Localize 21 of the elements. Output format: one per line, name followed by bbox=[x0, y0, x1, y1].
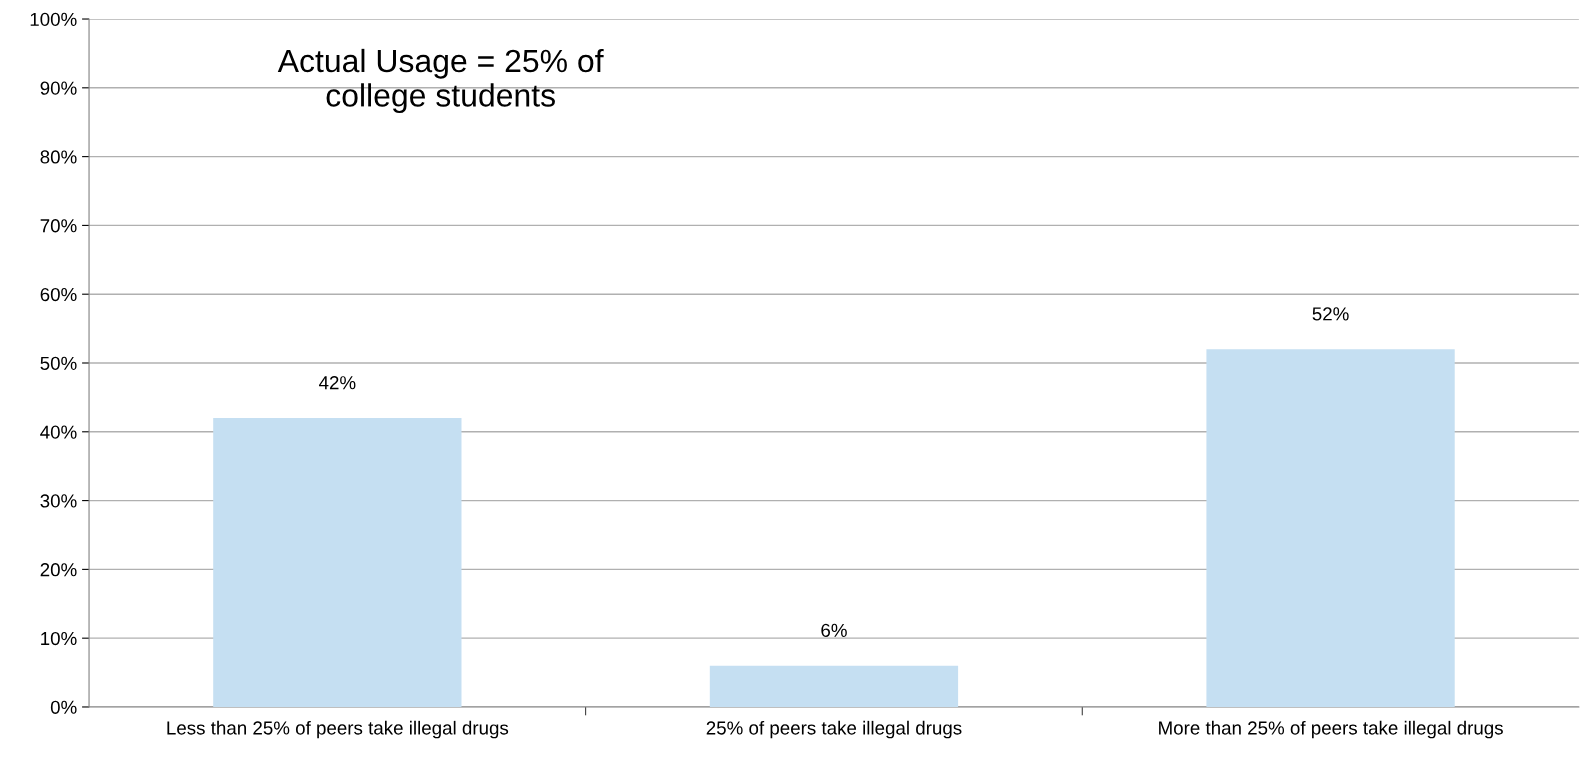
y-tick-label: 100% bbox=[30, 12, 77, 26]
annotation: Actual Usage = 25% of college students bbox=[277, 48, 604, 114]
x-tick-label: Less than 25% of peers take illegal drugs bbox=[167, 720, 509, 739]
y-tick-label: 10% bbox=[41, 631, 77, 646]
y-tick-label: 40% bbox=[40, 425, 77, 439]
bar bbox=[1206, 349, 1455, 707]
y-tick-label: 80% bbox=[40, 150, 77, 164]
x-tick-label: 25% of peers take illegal drugs bbox=[706, 720, 962, 739]
y-tick-label: 50% bbox=[40, 356, 77, 370]
y-tick-label: 20% bbox=[40, 563, 77, 577]
data-label: 6% bbox=[821, 623, 847, 637]
y-tick-label: 30% bbox=[40, 494, 77, 508]
data-label: 42% bbox=[319, 376, 356, 390]
bar bbox=[709, 665, 959, 707]
bar bbox=[213, 418, 462, 707]
y-tick-label: 90% bbox=[40, 81, 77, 95]
y-tick-label: 0% bbox=[50, 700, 77, 714]
x-tick-label: More than 25% of peers take illegal drugs bbox=[1159, 720, 1503, 739]
data-label: 52% bbox=[1312, 307, 1349, 321]
y-tick-label: 70% bbox=[40, 219, 77, 233]
y-tick-label: 60% bbox=[40, 287, 77, 302]
